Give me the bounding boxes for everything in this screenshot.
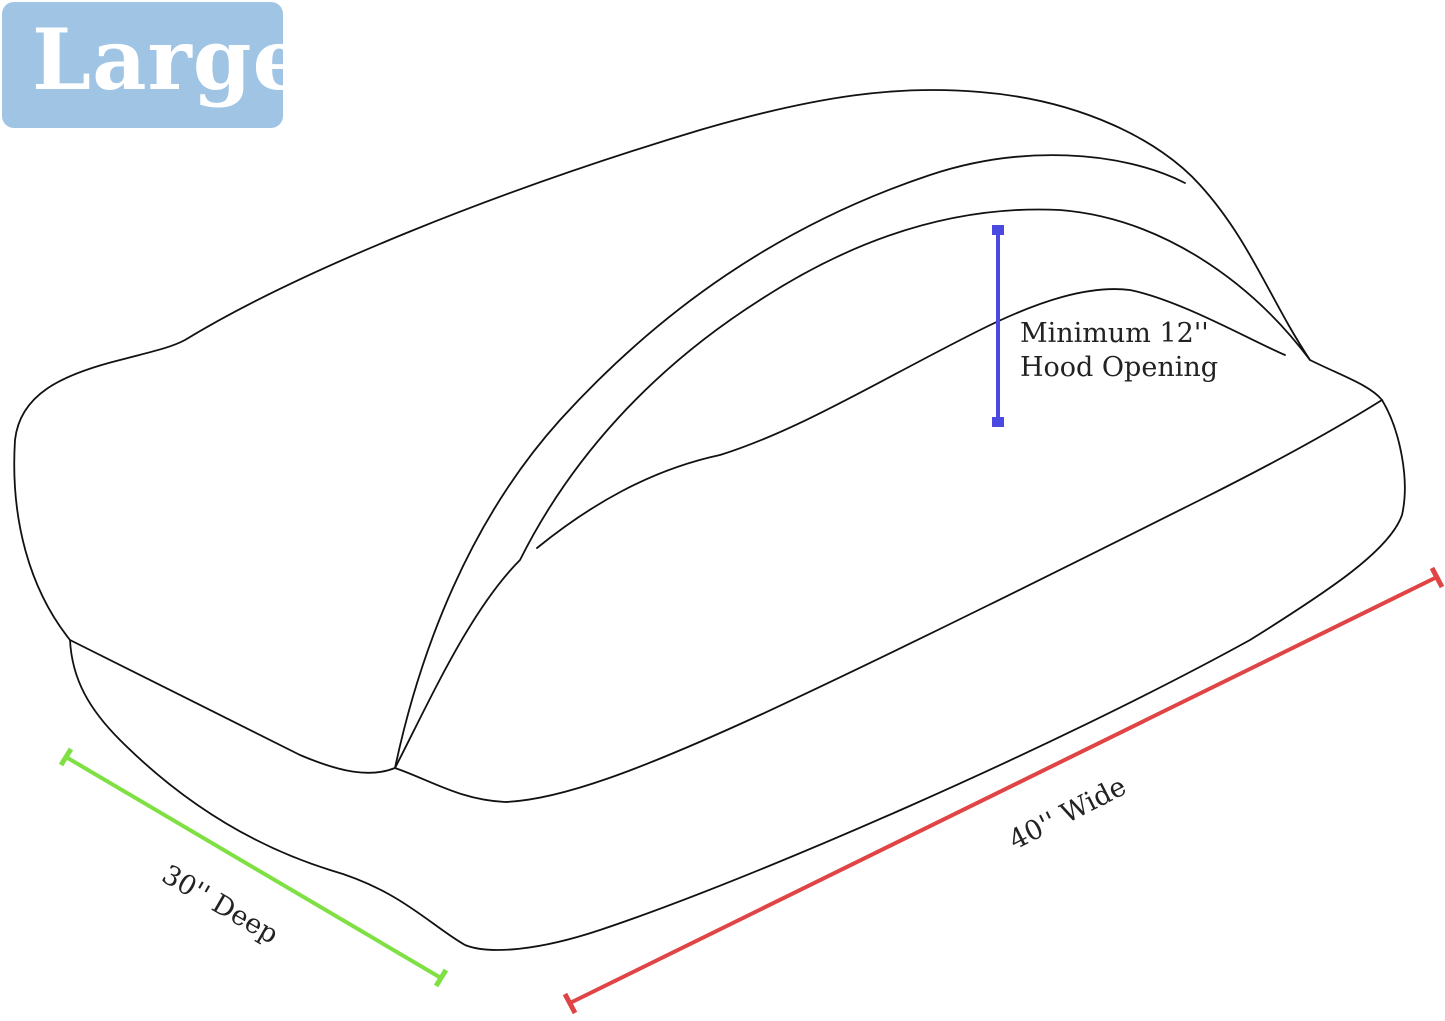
size-label: Large bbox=[32, 10, 307, 109]
hood-dimension-cap-bottom bbox=[992, 417, 1004, 427]
depth-dimension-cap-end bbox=[433, 968, 449, 988]
depth-dimension-line bbox=[64, 755, 443, 980]
hood-opening-edge bbox=[536, 288, 1286, 549]
hood-label-line1: Minimum 12'' bbox=[1020, 318, 1209, 349]
hood-inner-arch bbox=[394, 208, 1311, 769]
base-front-edge bbox=[69, 399, 1383, 803]
hood-label-line2: Hood Opening bbox=[1020, 352, 1218, 383]
hood-dimension: Minimum 12'' Hood Opening bbox=[992, 225, 1218, 427]
hood-dimension-cap-top bbox=[992, 225, 1004, 235]
width-dimension-line bbox=[569, 575, 1438, 1005]
width-dimension: 40'' Wide bbox=[562, 566, 1445, 1015]
width-label: 40'' Wide bbox=[1004, 771, 1131, 856]
size-badge: Large bbox=[2, 2, 306, 128]
hood-outer-arch bbox=[394, 154, 1186, 769]
depth-dimension: 30'' Deep bbox=[58, 747, 449, 988]
depth-dimension-cap-start bbox=[58, 747, 74, 767]
width-dimension-cap-start bbox=[562, 992, 578, 1015]
width-dimension-cap-end bbox=[1429, 566, 1445, 589]
bed-outline bbox=[13, 89, 1406, 951]
